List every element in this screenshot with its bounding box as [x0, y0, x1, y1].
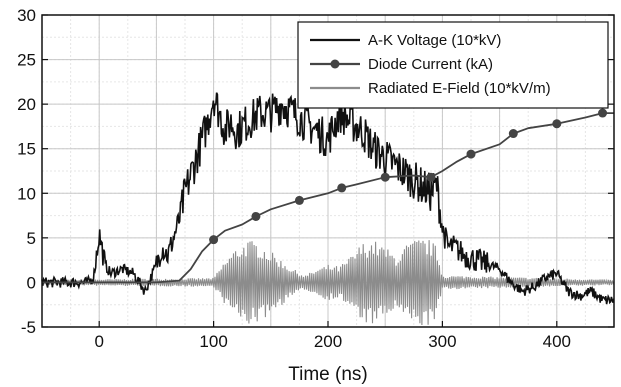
legend-label: Radiated E-Field (10*kV/m): [368, 80, 551, 97]
y-tick-label: 30: [17, 6, 36, 25]
series-current-marker: [508, 129, 518, 139]
series-current-marker: [209, 235, 219, 245]
y-tick-label: 25: [17, 51, 36, 70]
series-current-marker: [598, 108, 608, 118]
x-tick-label: 300: [428, 332, 456, 351]
plot-frame: [41, 14, 615, 328]
legend-label: A-K Voltage (10*kV): [368, 32, 501, 49]
x-tick-label: 400: [543, 332, 571, 351]
y-tick-label: 10: [17, 184, 36, 203]
series-current-marker: [380, 172, 390, 182]
series-current-marker: [251, 211, 261, 221]
series-current-marker: [426, 172, 436, 182]
series-current-line: [42, 112, 614, 284]
y-tick-label: -5: [21, 318, 36, 337]
y-tick-label: 20: [17, 95, 36, 114]
series-current-marker: [552, 119, 562, 129]
y-tick-label: 15: [17, 140, 36, 159]
series-current-marker: [466, 149, 476, 159]
y-tick-label: 0: [27, 273, 36, 292]
x-tick-label: 200: [314, 332, 342, 351]
legend: A-K Voltage (10*kV) Diode Current (kA) Rad…: [297, 21, 609, 109]
series-layer: [41, 92, 615, 326]
tick-labels: 0 100 200 300 400 -5 0 5 10 15 20 25 30: [17, 6, 571, 351]
x-tick-label: 0: [94, 332, 103, 351]
legend-label: Diode Current (kA): [368, 56, 493, 73]
legend-marker: [330, 59, 340, 69]
x-axis-title: Time (ns): [288, 364, 368, 385]
series-current-marker: [337, 183, 347, 193]
series-current-marker: [294, 195, 304, 205]
y-tick-label: 5: [27, 229, 36, 248]
x-tick-label: 100: [199, 332, 227, 351]
